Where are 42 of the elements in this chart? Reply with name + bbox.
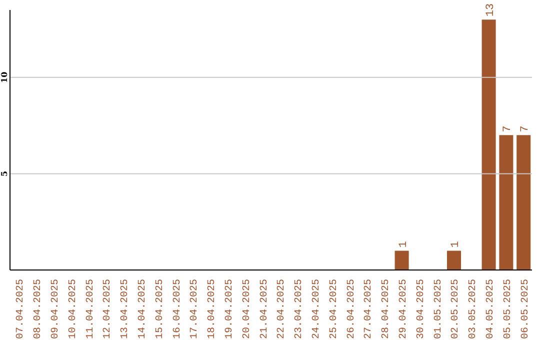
- x-tick-label: 09.04.2025: [50, 279, 62, 340]
- x-tick-label: 07.04.2025: [16, 279, 27, 340]
- data-label: 7: [520, 126, 532, 132]
- x-tick-label: 11.04.2025: [85, 279, 96, 340]
- y-tick-label: 10: [0, 71, 9, 83]
- data-label: 7: [502, 126, 514, 132]
- bar: [447, 250, 461, 270]
- bar: [516, 135, 531, 270]
- x-tick-label: 04.05.2025: [486, 279, 496, 340]
- x-tick-label: 28.04.2025: [381, 279, 392, 340]
- x-tick-label: 21.04.2025: [259, 279, 270, 340]
- x-tick-label: 05.05.2025: [502, 279, 514, 340]
- data-label: 13: [484, 3, 497, 17]
- x-tick-label: 24.04.2025: [312, 279, 322, 340]
- x-tick-label: 25.04.2025: [328, 279, 340, 340]
- x-tick-label: 23.04.2025: [294, 279, 306, 340]
- x-tick-label: 29.04.2025: [398, 279, 410, 340]
- x-tick-label: 10.04.2025: [68, 279, 79, 340]
- x-tick-label: 02.05.2025: [450, 279, 462, 340]
- data-label: 1: [450, 240, 462, 248]
- x-tick-label: 14.04.2025: [138, 279, 148, 340]
- x-tick-label: 17.04.2025: [190, 279, 201, 340]
- bar: [482, 20, 496, 270]
- x-tick-label: 12.04.2025: [102, 279, 114, 340]
- x-tick-label: 08.04.2025: [33, 279, 44, 340]
- x-tick-label: 03.05.2025: [468, 279, 480, 340]
- x-tick-label: 30.04.2025: [416, 279, 427, 340]
- x-tick-label: 22.04.2025: [276, 279, 288, 340]
- bar: [499, 135, 514, 270]
- bar: [394, 250, 409, 270]
- x-tick-label: 26.04.2025: [346, 279, 358, 340]
- x-tick-label: 16.04.2025: [172, 279, 184, 340]
- x-tick-label: 15.04.2025: [154, 279, 166, 340]
- x-tick-label: 27.04.2025: [364, 279, 375, 340]
- x-tick-label: 13.04.2025: [120, 279, 132, 340]
- x-tick-label: 18.04.2025: [207, 279, 218, 340]
- x-tick-label: 06.05.2025: [520, 279, 532, 340]
- x-tick-label: 19.04.2025: [224, 279, 236, 340]
- y-tick-label: 5: [0, 170, 9, 176]
- x-tick-label: 01.05.2025: [433, 279, 444, 340]
- data-label: 1: [398, 240, 410, 248]
- x-tick-label: 20.04.2025: [242, 279, 253, 340]
